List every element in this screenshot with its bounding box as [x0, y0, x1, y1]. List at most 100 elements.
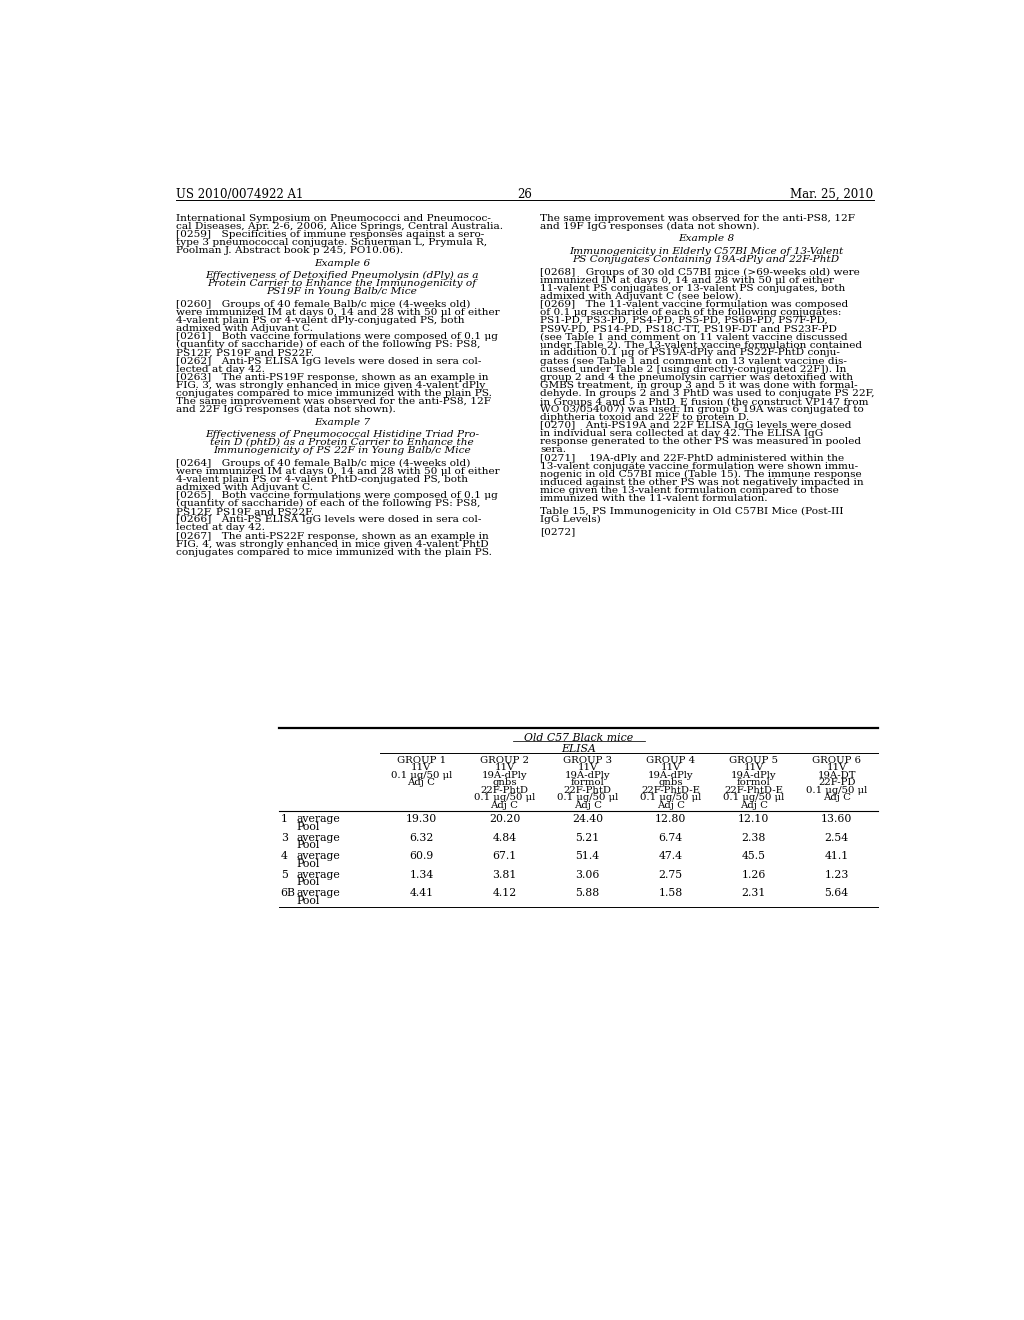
- Text: 12.80: 12.80: [655, 814, 686, 825]
- Text: GROUP 1: GROUP 1: [397, 756, 446, 764]
- Text: GROUP 3: GROUP 3: [563, 756, 612, 764]
- Text: Example 8: Example 8: [678, 235, 734, 243]
- Text: 11V: 11V: [412, 763, 431, 772]
- Text: PS1-PD, PS3-PD, PS4-PD, PS5-PD, PS6B-PD, PS7F-PD,: PS1-PD, PS3-PD, PS4-PD, PS5-PD, PS6B-PD,…: [541, 315, 828, 325]
- Text: 60.9: 60.9: [410, 851, 433, 862]
- Text: formol: formol: [736, 779, 770, 787]
- Text: [0265] Both vaccine formulations were composed of 0.1 μg: [0265] Both vaccine formulations were co…: [176, 491, 498, 500]
- Text: 41.1: 41.1: [824, 851, 849, 862]
- Text: mice given the 13-valent formulation compared to those: mice given the 13-valent formulation com…: [541, 486, 839, 495]
- Text: 45.5: 45.5: [741, 851, 766, 862]
- Text: ELISA: ELISA: [561, 743, 596, 754]
- Text: Pool: Pool: [296, 841, 319, 850]
- Text: 4: 4: [281, 851, 288, 862]
- Text: average: average: [296, 888, 340, 899]
- Text: average: average: [296, 814, 340, 825]
- Text: 1: 1: [281, 814, 288, 825]
- Text: Example 6: Example 6: [313, 259, 370, 268]
- Text: Adj C: Adj C: [822, 793, 851, 803]
- Text: 11-valent PS conjugates or 13-valent PS conjugates, both: 11-valent PS conjugates or 13-valent PS …: [541, 284, 846, 293]
- Text: 11V: 11V: [495, 763, 515, 772]
- Text: PS12F, PS19F and PS22F.: PS12F, PS19F and PS22F.: [176, 348, 314, 358]
- Text: Immunogenicity of PS 22F in Young Balb/c Mice: Immunogenicity of PS 22F in Young Balb/c…: [213, 446, 471, 455]
- Text: average: average: [296, 833, 340, 843]
- Text: IgG Levels): IgG Levels): [541, 515, 601, 524]
- Text: (quantity of saccharide) of each of the following PS: PS8,: (quantity of saccharide) of each of the …: [176, 341, 480, 350]
- Text: and 19F IgG responses (data not shown).: and 19F IgG responses (data not shown).: [541, 222, 760, 231]
- Text: 19A-dPly: 19A-dPly: [564, 771, 610, 780]
- Text: 0.1 μg/50 μl: 0.1 μg/50 μl: [391, 771, 452, 780]
- Text: Effectiveness of Detoxified Pneumolysin (dPly) as a: Effectiveness of Detoxified Pneumolysin …: [205, 271, 478, 280]
- Text: 1.26: 1.26: [741, 870, 766, 880]
- Text: were immunized IM at days 0, 14 and 28 with 50 μl of either: were immunized IM at days 0, 14 and 28 w…: [176, 308, 500, 317]
- Text: [0262] Anti-PS ELISA IgG levels were dosed in sera col-: [0262] Anti-PS ELISA IgG levels were dos…: [176, 356, 481, 366]
- Text: 0.1 μg/50 μl: 0.1 μg/50 μl: [640, 793, 701, 803]
- Text: in individual sera collected at day 42. The ELISA IgG: in individual sera collected at day 42. …: [541, 429, 823, 438]
- Text: type 3 pneumococcal conjugate. Schuerman L, Prymula R,: type 3 pneumococcal conjugate. Schuerman…: [176, 238, 487, 247]
- Text: gates (see Table 1 and comment on 13 valent vaccine dis-: gates (see Table 1 and comment on 13 val…: [541, 356, 847, 366]
- Text: Table 15, PS Immunogenicity in Old C57BI Mice (Post-III: Table 15, PS Immunogenicity in Old C57BI…: [541, 507, 844, 516]
- Text: Adj C: Adj C: [490, 801, 518, 809]
- Text: conjugates compared to mice immunized with the plain PS.: conjugates compared to mice immunized wi…: [176, 548, 493, 557]
- Text: GROUP 5: GROUP 5: [729, 756, 778, 764]
- Text: Effectiveness of Pneumococcal Histidine Triad Pro-: Effectiveness of Pneumococcal Histidine …: [205, 430, 479, 440]
- Text: [0269] The 11-valent vaccine formulation was composed: [0269] The 11-valent vaccine formulation…: [541, 300, 849, 309]
- Text: group 2 and 4 the pneumolysin carrier was detoxified with: group 2 and 4 the pneumolysin carrier wa…: [541, 372, 853, 381]
- Text: GROUP 2: GROUP 2: [480, 756, 529, 764]
- Text: gnbs: gnbs: [658, 779, 683, 787]
- Text: [0261] Both vaccine formulations were composed of 0.1 μg: [0261] Both vaccine formulations were co…: [176, 333, 498, 342]
- Text: 5: 5: [281, 870, 288, 880]
- Text: 1.23: 1.23: [824, 870, 849, 880]
- Text: 13-valent conjugate vaccine formulation were shown immu-: 13-valent conjugate vaccine formulation …: [541, 462, 858, 471]
- Text: in addition 0.1 μg of PS19A-dPly and PS22F-PhtD conju-: in addition 0.1 μg of PS19A-dPly and PS2…: [541, 348, 840, 358]
- Text: 67.1: 67.1: [493, 851, 516, 862]
- Text: 0.1 μg/50 μl: 0.1 μg/50 μl: [723, 793, 784, 803]
- Text: 22F-PhtD-E: 22F-PhtD-E: [641, 785, 700, 795]
- Text: [0272]: [0272]: [541, 527, 575, 536]
- Text: 19A-dPly: 19A-dPly: [481, 771, 527, 780]
- Text: 3.06: 3.06: [575, 870, 600, 880]
- Text: 11V: 11V: [743, 763, 764, 772]
- Text: Old C57 Black mice: Old C57 Black mice: [524, 733, 633, 743]
- Text: nogenic in old C57BI mice (Table 15). The immune response: nogenic in old C57BI mice (Table 15). Th…: [541, 470, 862, 479]
- Text: WO 03/054007) was used. In group 6 19A was conjugated to: WO 03/054007) was used. In group 6 19A w…: [541, 405, 864, 414]
- Text: 22F-PD: 22F-PD: [818, 779, 855, 787]
- Text: induced against the other PS was not negatively impacted in: induced against the other PS was not neg…: [541, 478, 864, 487]
- Text: average: average: [296, 870, 340, 880]
- Text: FIG. 3, was strongly enhanced in mice given 4-valent dPly: FIG. 3, was strongly enhanced in mice gi…: [176, 380, 485, 389]
- Text: formol: formol: [570, 779, 604, 787]
- Text: lected at day 42.: lected at day 42.: [176, 524, 265, 532]
- Text: 6B: 6B: [281, 888, 296, 899]
- Text: 22F-PhtD: 22F-PhtD: [563, 785, 611, 795]
- Text: Adj C: Adj C: [573, 801, 601, 809]
- Text: conjugates compared to mice immunized with the plain PS.: conjugates compared to mice immunized wi…: [176, 389, 493, 397]
- Text: Adj C: Adj C: [739, 801, 768, 809]
- Text: GROUP 4: GROUP 4: [646, 756, 695, 764]
- Text: 22F-PhtD-E: 22F-PhtD-E: [724, 785, 783, 795]
- Text: Protein Carrier to Enhance the Immunogenicity of: Protein Carrier to Enhance the Immunogen…: [207, 280, 476, 288]
- Text: (see Table 1 and comment on 11 valent vaccine discussed: (see Table 1 and comment on 11 valent va…: [541, 333, 848, 342]
- Text: PS9V-PD, PS14-PD, PS18C-TT, PS19F-DT and PS23F-PD: PS9V-PD, PS14-PD, PS18C-TT, PS19F-DT and…: [541, 325, 838, 333]
- Text: Pool: Pool: [296, 878, 319, 887]
- Text: sera.: sera.: [541, 445, 566, 454]
- Text: PS12F, PS19F and PS22F.: PS12F, PS19F and PS22F.: [176, 507, 314, 516]
- Text: 26: 26: [517, 187, 532, 201]
- Text: 22F-PhtD: 22F-PhtD: [480, 785, 528, 795]
- Text: 0.1 μg/50 μl: 0.1 μg/50 μl: [806, 785, 867, 795]
- Text: 6.32: 6.32: [410, 833, 433, 843]
- Text: admixed with Adjuvant C.: admixed with Adjuvant C.: [176, 325, 313, 333]
- Text: GMBS treatment, in group 3 and 5 it was done with formal-: GMBS treatment, in group 3 and 5 it was …: [541, 380, 858, 389]
- Text: 1.34: 1.34: [410, 870, 433, 880]
- Text: 20.20: 20.20: [488, 814, 520, 825]
- Text: 12.10: 12.10: [738, 814, 769, 825]
- Text: The same improvement was observed for the anti-PS8, 12F: The same improvement was observed for th…: [176, 397, 492, 407]
- Text: Immunogenicity in Elderly C57BI Mice of 13-Valent: Immunogenicity in Elderly C57BI Mice of …: [569, 247, 844, 256]
- Text: 19A-dPly: 19A-dPly: [731, 771, 776, 780]
- Text: admixed with Adjuvant C (see below).: admixed with Adjuvant C (see below).: [541, 292, 742, 301]
- Text: Adj C: Adj C: [656, 801, 684, 809]
- Text: The same improvement was observed for the anti-PS8, 12F: The same improvement was observed for th…: [541, 214, 855, 223]
- Text: average: average: [296, 851, 340, 862]
- Text: 1.58: 1.58: [658, 888, 683, 899]
- Text: lected at day 42.: lected at day 42.: [176, 364, 265, 374]
- Text: under Table 2). The 13-valent vaccine formulation contained: under Table 2). The 13-valent vaccine fo…: [541, 341, 862, 350]
